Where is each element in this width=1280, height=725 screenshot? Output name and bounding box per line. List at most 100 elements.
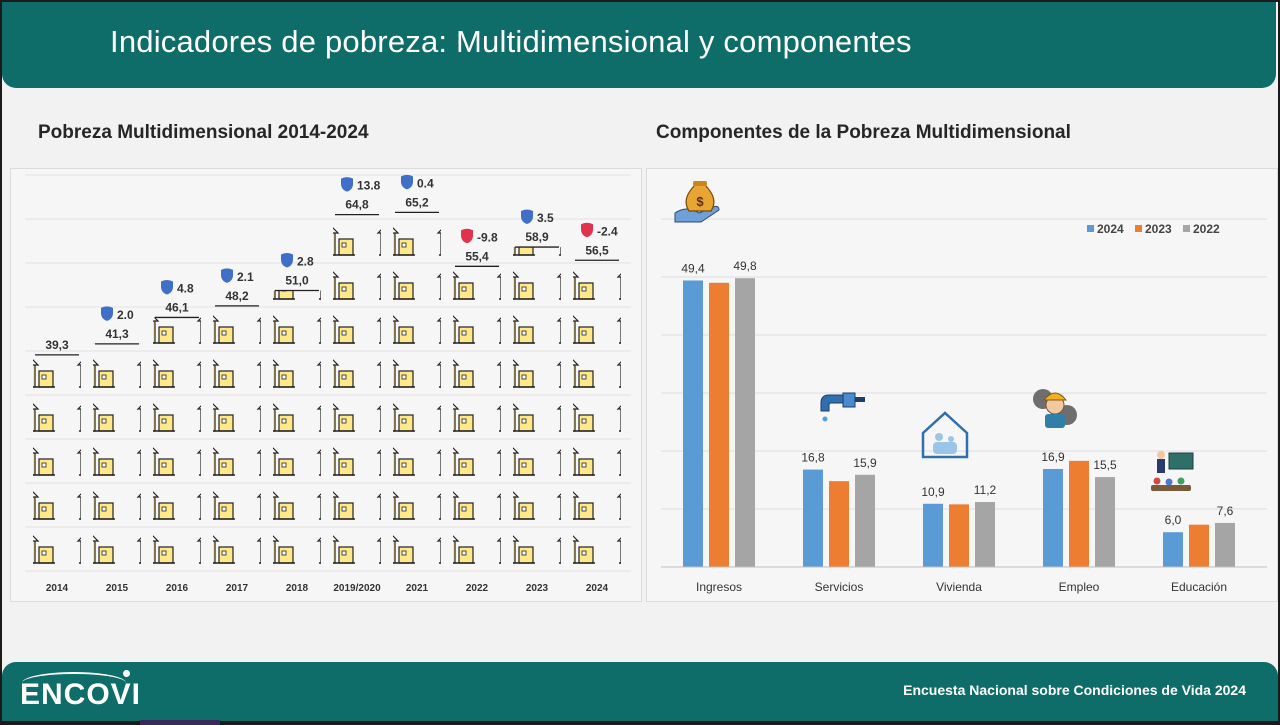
picto-bar-fill: [213, 305, 261, 571]
picto-change-label: 2.8: [297, 255, 314, 269]
bar: [735, 278, 755, 567]
desk: [1151, 485, 1191, 491]
tap-spout: [820, 394, 844, 412]
picto-change-label: 4.8: [177, 281, 194, 295]
legend-label: 2023: [1145, 222, 1172, 236]
picto-value-label: 55,4: [465, 249, 489, 263]
picto-x-label: 2017: [226, 583, 249, 594]
logo-dot: [123, 670, 130, 677]
picto-value-label: 51,0: [285, 274, 309, 288]
dollar-glyph: $: [696, 194, 704, 209]
bar: [1163, 532, 1183, 567]
x-axis-label: Empleo: [1059, 580, 1100, 594]
picto-bar-fill: [273, 290, 321, 571]
encovi-logo: ENCOVI: [20, 678, 142, 711]
picto-bar: [513, 246, 561, 572]
x-axis-label: Servicios: [815, 580, 864, 594]
left-chart-title: Pobreza Multidimensional 2014-2024: [38, 122, 369, 143]
picto-x-label: 2023: [526, 583, 549, 594]
picto-bar-fill: [93, 343, 141, 571]
picto-value-label: 65,2: [405, 195, 429, 209]
house-outline: [921, 411, 969, 459]
bar-value-label: 16,9: [1041, 450, 1065, 464]
bar: [923, 503, 943, 567]
left-chart-panel: 39,3 2014 41,3 2015 2.0 46,1 2016 4.8 48,2 2017 2.…: [10, 168, 642, 602]
money-bag-hand-icon: $: [674, 181, 720, 223]
bottom-strip: [140, 720, 220, 725]
picto-x-label: 2019/2020: [333, 583, 381, 594]
change-marker-icon: [101, 306, 113, 321]
picto-value-label: 58,9: [525, 230, 549, 244]
picto-bar: [213, 305, 261, 571]
person-head: [948, 436, 954, 442]
picto-bar: [573, 259, 621, 571]
picto-bar: [393, 211, 441, 571]
picto-x-label: 2024: [586, 583, 609, 594]
worker-helmet: [1042, 392, 1068, 401]
student: [1177, 477, 1185, 485]
family-bodies: [933, 442, 957, 454]
picto-value-label: 39,3: [45, 338, 69, 352]
picto-change-label: 2.1: [237, 270, 254, 284]
change-marker-icon: [461, 228, 473, 244]
house-family-icon: [921, 411, 969, 459]
picto-x-label: 2021: [406, 583, 429, 594]
person-head: [935, 433, 943, 441]
picto-bar: [33, 354, 81, 571]
picto-value-label: 46,1: [165, 300, 189, 314]
header-bar: Indicadores de pobreza: Multidimensional…: [2, 2, 1276, 88]
picto-bar-fill: [33, 354, 81, 571]
bar: [1095, 477, 1115, 567]
water-drop: [822, 416, 828, 422]
legend-swatch: [1135, 225, 1142, 232]
change-marker-icon: [281, 253, 293, 268]
bar: [949, 504, 969, 567]
picto-bar-fill: [573, 260, 621, 571]
footer-survey-name: Encuesta Nacional sobre Condiciones de V…: [903, 682, 1246, 698]
page-title: Indicadores de pobreza: Multidimensional…: [110, 24, 912, 59]
picto-change-label: 2.0: [117, 308, 134, 322]
picto-x-label: 2016: [166, 583, 189, 594]
footer-bar: ENCOVI Encuesta Nacional sobre Condicion…: [2, 662, 1278, 721]
picto-bar-fill: [513, 247, 561, 572]
worker-body: [1045, 414, 1065, 428]
legend-swatch: [1183, 225, 1190, 232]
picto-bar: [333, 213, 381, 571]
teacher-students-icon: [1151, 451, 1194, 491]
change-marker-icon: [401, 174, 413, 190]
bar-value-label: 11,2: [974, 483, 997, 497]
picto-value-label: 64,8: [345, 198, 369, 212]
bar-value-label: 6,0: [1165, 513, 1182, 527]
picto-x-label: 2018: [286, 583, 309, 594]
picto-value-label: 41,3: [105, 327, 129, 341]
bar-value-label: 15,5: [1093, 458, 1117, 472]
encovi-logo-icon: [22, 672, 126, 694]
picto-change-label: -2.4: [597, 224, 618, 238]
picto-bar: [273, 289, 321, 571]
bar: [1215, 522, 1235, 567]
picto-bar: [453, 265, 501, 571]
x-axis-label: Vivienda: [936, 580, 982, 594]
bar-value-label: 7,6: [1217, 504, 1234, 518]
picto-bar: [153, 316, 201, 571]
picto-bar: [93, 343, 141, 571]
bar-value-label: 10,9: [921, 485, 945, 499]
picto-value-label: 48,2: [225, 289, 249, 303]
picto-x-label: 2014: [46, 583, 69, 594]
teacher-body: [1157, 459, 1165, 473]
bar: [709, 282, 729, 567]
x-axis-label: Ingresos: [696, 580, 742, 594]
bar: [975, 502, 995, 567]
legend-label: 2024: [1097, 222, 1124, 236]
components-bar-chart: 49,4 49,8 Ingresos 16,8 15,9 Servicios 10,9 11,…: [661, 181, 1267, 594]
picto-x-label: 2022: [466, 583, 489, 594]
picto-change-label: 0.4: [417, 176, 434, 190]
poverty-pictogram-chart: 39,3 2014 41,3 2015 2.0 46,1 2016 4.8 48,2 2017 2.…: [25, 174, 631, 594]
bar-value-label: 49,8: [733, 259, 757, 273]
picto-change-label: -9.8: [477, 230, 498, 244]
teacher-head: [1157, 451, 1165, 459]
bar: [1069, 460, 1089, 567]
picto-value-label: 56,5: [585, 243, 609, 257]
student: [1153, 477, 1161, 485]
